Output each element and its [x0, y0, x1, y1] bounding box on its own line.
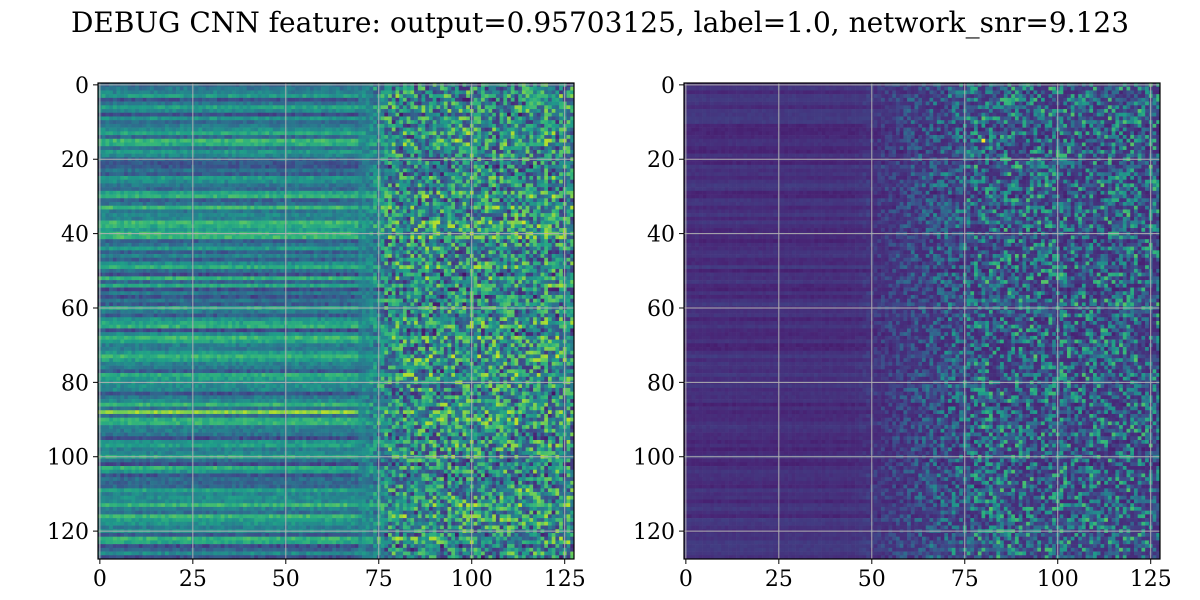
y-tick-label: 120 — [47, 520, 89, 545]
heatmap-panel-right: 0 25 50 75 100 125 0 20 40 60 80 100 120 — [633, 74, 1172, 592]
x-tick-label: 0 — [679, 567, 693, 592]
x-tick: 125 — [544, 559, 586, 592]
y-tick: 60 — [647, 297, 684, 322]
x-tick-label: 25 — [179, 567, 207, 592]
x-tick: 0 — [93, 559, 107, 592]
y-tick: 40 — [61, 223, 98, 248]
y-tick: 20 — [647, 148, 684, 173]
axes-frame — [683, 82, 1161, 560]
x-tick-label: 0 — [93, 567, 107, 592]
y-tick: 80 — [647, 371, 684, 396]
y-tick-label: 80 — [61, 371, 89, 396]
y-tick-label: 40 — [61, 223, 89, 248]
y-tick: 60 — [61, 297, 98, 322]
x-tick: 25 — [179, 559, 207, 592]
heatmap-panel-left: 0 25 50 75 100 125 0 20 40 60 80 100 120 — [47, 74, 586, 592]
figure-title: DEBUG CNN feature: output=0.95703125, la… — [0, 6, 1200, 39]
y-tick-label: 20 — [647, 148, 675, 173]
y-tick-label: 20 — [61, 148, 89, 173]
y-tick: 20 — [61, 148, 98, 173]
x-tick: 50 — [272, 559, 300, 592]
heatmap-cells — [98, 83, 575, 560]
y-tick: 120 — [633, 520, 684, 545]
y-tick-label: 60 — [647, 297, 675, 322]
x-tick: 0 — [679, 559, 693, 592]
y-tick-label: 40 — [647, 223, 675, 248]
x-tick-label: 75 — [951, 567, 979, 592]
x-tick-label: 100 — [1037, 567, 1079, 592]
y-tick-label: 80 — [647, 371, 675, 396]
y-tick: 100 — [633, 446, 684, 471]
x-tick-label: 75 — [365, 567, 393, 592]
x-tick-label: 125 — [544, 567, 586, 592]
y-tick: 0 — [661, 74, 684, 99]
x-tick: 50 — [858, 559, 886, 592]
x-tick: 100 — [1037, 559, 1079, 592]
y-tick: 100 — [47, 446, 98, 471]
y-tick: 40 — [647, 223, 684, 248]
x-tick: 25 — [765, 559, 793, 592]
x-tick: 125 — [1130, 559, 1172, 592]
y-tick: 120 — [47, 520, 98, 545]
x-tick-label: 100 — [451, 567, 493, 592]
y-tick-label: 100 — [633, 446, 675, 471]
x-tick-label: 125 — [1130, 567, 1172, 592]
y-tick-label: 120 — [633, 520, 675, 545]
x-tick-label: 50 — [858, 567, 886, 592]
x-tick-label: 50 — [272, 567, 300, 592]
y-tick: 0 — [75, 74, 98, 99]
y-tick-label: 0 — [661, 74, 675, 99]
x-tick: 75 — [951, 559, 979, 592]
x-tick: 100 — [451, 559, 493, 592]
x-tick-label: 25 — [765, 567, 793, 592]
y-tick: 80 — [61, 371, 98, 396]
y-tick-label: 0 — [75, 74, 89, 99]
y-tick-label: 100 — [47, 446, 89, 471]
y-tick-label: 60 — [61, 297, 89, 322]
x-tick: 75 — [365, 559, 393, 592]
heatmap-cells — [684, 83, 1161, 560]
axes-frame — [97, 82, 575, 560]
